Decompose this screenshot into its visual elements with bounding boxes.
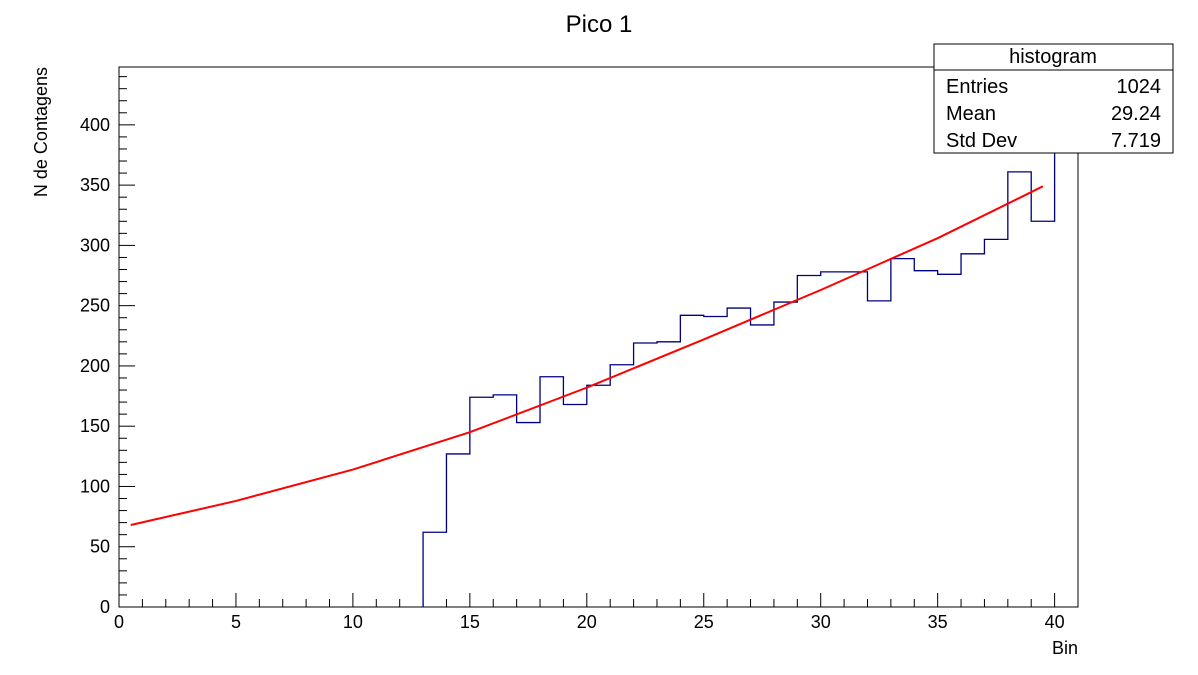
stats-stddev-value: 7.719 (1111, 130, 1161, 152)
chart-title: Pico 1 (566, 11, 633, 38)
x-tick-label: 10 (343, 612, 363, 632)
stats-mean-label: Mean (946, 103, 996, 125)
fit-curve (130, 185, 1044, 527)
y-tick-label: 400 (80, 115, 110, 135)
x-tick-label: 40 (1045, 612, 1065, 632)
y-axis-title: N de Contagens (31, 67, 51, 197)
plot-frame (118, 66, 1079, 608)
x-axis-title: Bin (1052, 638, 1078, 658)
fit-curve-series (130, 185, 1044, 527)
stats-box-frame (933, 43, 1174, 154)
x-tick-label: 25 (694, 612, 714, 632)
x-tick-label: 0 (114, 612, 124, 632)
x-tick-label: 15 (460, 612, 480, 632)
x-tick-label: 20 (577, 612, 597, 632)
stats-entries-value: 1024 (1117, 76, 1162, 98)
x-tick-label: 30 (811, 612, 831, 632)
y-tick-label: 250 (80, 296, 110, 316)
y-tick-label: 300 (80, 235, 110, 255)
stats-box: histogram Entries 1024 Mean 29.24 Std De… (933, 43, 1174, 154)
x-tick-label: 35 (928, 612, 948, 632)
y-tick-label: 200 (80, 356, 110, 376)
stats-entries-label: Entries (946, 76, 1008, 98)
stats-mean-value: 29.24 (1111, 103, 1161, 125)
y-tick-label: 350 (80, 175, 110, 195)
y-tick-label: 150 (80, 416, 110, 436)
stats-box-title: histogram (1009, 46, 1097, 68)
histogram-outline (422, 67, 1056, 607)
y-tick-label: 100 (80, 476, 110, 496)
stats-stddev-label: Std Dev (946, 130, 1017, 152)
histogram-series (422, 67, 1056, 607)
x-tick-label: 5 (231, 612, 241, 632)
y-tick-label: 50 (90, 537, 110, 557)
y-tick-label: 0 (100, 597, 110, 617)
